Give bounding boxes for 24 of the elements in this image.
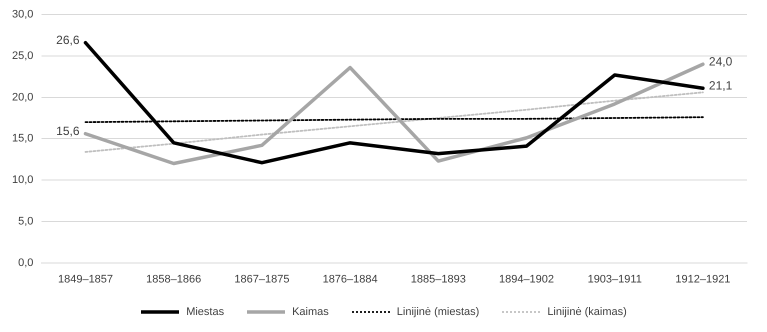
line-series	[84, 91, 704, 153]
data-label: 26,6	[56, 33, 80, 48]
y-tick-label: 0,0	[18, 256, 34, 269]
data-label: 24,0	[708, 54, 733, 69]
y-tick-label: 25,0	[12, 50, 34, 62]
legend-label: Kaimas	[292, 306, 329, 318]
x-tick-label: 1885–1893	[410, 273, 466, 286]
x-tick-label: 1858–1866	[146, 273, 202, 286]
y-tick-label: 5,0	[18, 215, 34, 228]
x-tick-label: 1903–1911	[588, 273, 642, 286]
y-tick-label: 10,0	[12, 174, 34, 186]
y-tick-label: 15,0	[12, 132, 34, 145]
legend-label: Linijinė (miestas)	[396, 306, 480, 318]
data-label: 15,6	[56, 124, 80, 138]
data-label: 21,1	[708, 78, 733, 93]
x-tick-label: 1876–1884	[322, 273, 378, 286]
x-tick-label: 1849–1857	[58, 273, 114, 286]
x-tick-label: 1894–1902	[498, 273, 554, 286]
y-tick-label: 30,0	[12, 8, 34, 21]
x-tick-label: 1867–1875	[234, 273, 290, 286]
legend-label: Linijinė (kaimas)	[547, 306, 627, 318]
x-tick-label: 1912–1921	[675, 273, 730, 286]
legend-label: Miestas	[186, 306, 224, 318]
y-tick-label: 20,0	[12, 91, 34, 104]
